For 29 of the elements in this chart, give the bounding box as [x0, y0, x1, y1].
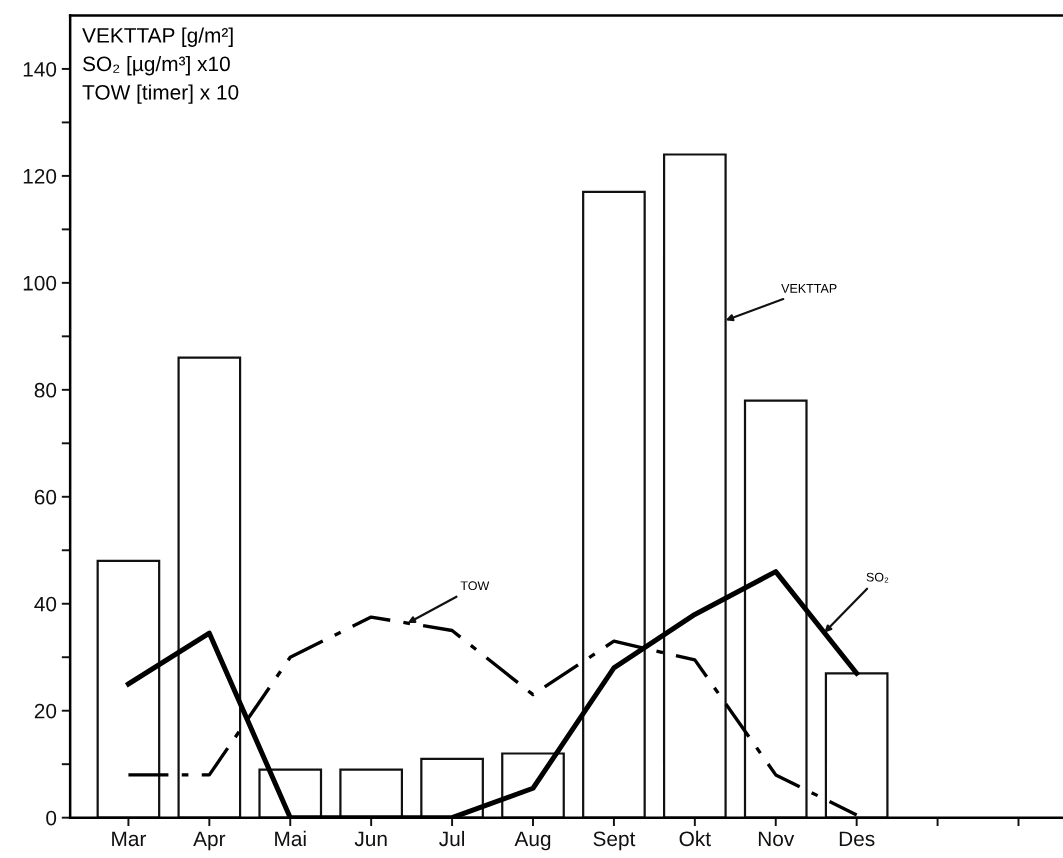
y-tick-label: 40	[34, 596, 57, 612]
text: SO₂	[866, 572, 889, 583]
x-tick-label: Jun	[354, 831, 387, 847]
bar	[177, 356, 242, 818]
bar	[96, 559, 161, 818]
x-tick-label: Nov	[758, 831, 795, 847]
y-tick-label: 100	[23, 275, 57, 291]
y-tick-label: 0	[46, 810, 57, 826]
x-tick-label: Apr	[193, 831, 226, 851]
text: VEKTTAP	[781, 284, 837, 293]
bar	[339, 768, 404, 818]
x-tick-label: Aug	[514, 831, 551, 851]
y-tick-label: 120	[23, 168, 57, 184]
bar	[743, 399, 808, 818]
text: TOW	[460, 581, 490, 591]
x-tick-label: Mar	[112, 831, 147, 847]
x-tick-label: Des	[839, 831, 875, 847]
bar	[582, 190, 646, 818]
y-tick-label: 60	[34, 489, 57, 505]
bar	[420, 757, 484, 818]
y-axis-title: VEKTTAP [g/m²] SO₂ [µg/m³] x10 TOW [timer] x 10	[82, 27, 239, 104]
y-tick-label: 20	[34, 703, 57, 719]
y-tick-label: 140	[23, 61, 57, 77]
y-tick-label: 80	[34, 382, 57, 398]
x-tick-label: Jul	[439, 830, 465, 847]
x-tick-label: Okt	[679, 830, 711, 847]
bar	[824, 672, 889, 818]
x-tick-label: Sept	[593, 831, 636, 851]
x-tick-label: Mai	[275, 830, 306, 847]
